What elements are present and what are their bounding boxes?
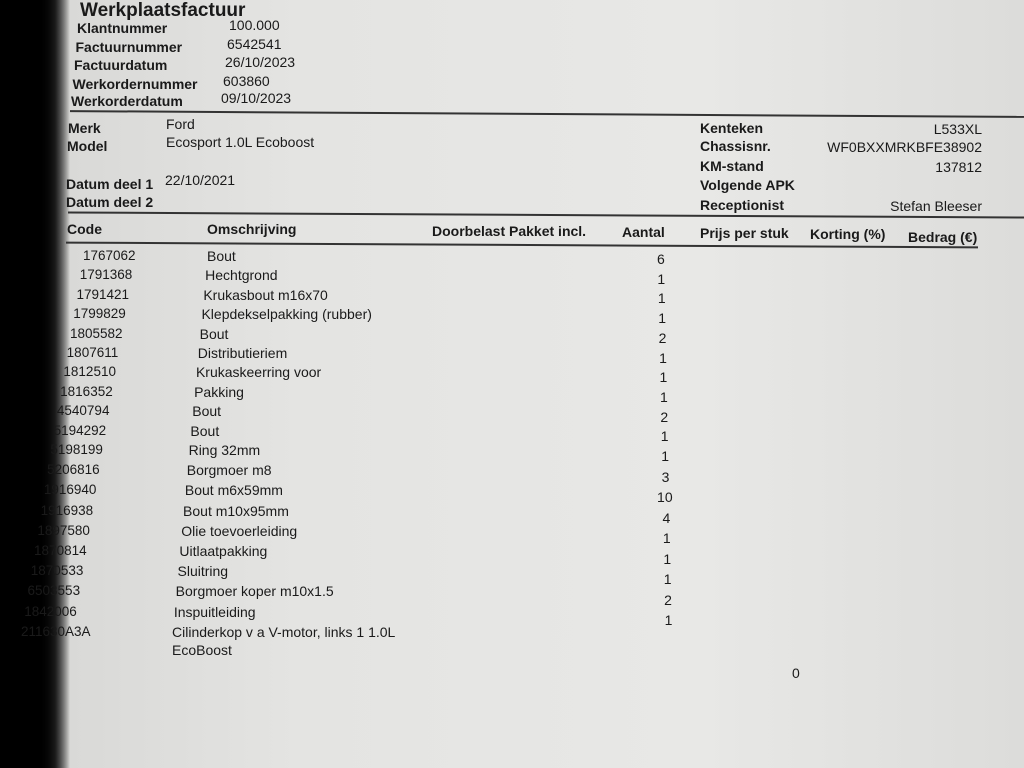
item-quantity: 2	[664, 591, 672, 608]
column-header: Omschrijving	[207, 221, 297, 237]
column-header: Korting (%)	[810, 226, 886, 242]
column-header: Prijs per stuk	[700, 225, 789, 241]
item-quantity: 6	[657, 251, 665, 267]
item-description: Olie toevoerleiding	[181, 522, 298, 539]
item-code: 1799829	[73, 306, 126, 322]
item-description: Distributieriem	[197, 345, 288, 361]
item-quantity: 2	[660, 408, 669, 425]
item-code: 1791368	[79, 267, 133, 283]
item-code: 1870533	[30, 563, 84, 579]
invoice-field-label: Factuurnummer	[75, 39, 183, 55]
vehicle-field-label: Merk	[68, 120, 101, 136]
item-description: Bout	[192, 403, 222, 420]
invoice-field-label: Klantnummer	[77, 20, 168, 36]
item-description-cont: EcoBoost	[172, 641, 232, 658]
item-description: Borgmoer koper m10x1.5	[175, 583, 334, 600]
item-code: 1916940	[43, 482, 97, 498]
vehicle-field-label: Datum deel 2	[66, 194, 154, 210]
item-code: 5194292	[53, 422, 107, 438]
item-code: 1842006	[24, 603, 77, 619]
item-description: Hechtgrond	[205, 267, 278, 284]
invoice-field-value: 6542541	[227, 36, 282, 52]
vehicle-field-value: WF0BXXMRKBFE38902	[827, 139, 982, 155]
invoice-field-value: 603860	[223, 73, 270, 89]
trailing-total: 0	[792, 665, 800, 681]
item-quantity: 1	[659, 389, 668, 405]
vehicle-field-label: Model	[67, 138, 108, 154]
item-description: Sluitring	[177, 563, 229, 580]
item-code: 1897580	[37, 522, 90, 538]
item-quantity: 1	[663, 550, 672, 567]
vehicle-field-label: Receptionist	[700, 197, 785, 213]
vehicle-field-label: Datum deel 1	[66, 176, 154, 192]
item-quantity: 3	[661, 468, 670, 485]
item-description: Bout m10x95mm	[183, 502, 289, 519]
item-code: 1870814	[34, 543, 87, 558]
vehicle-field-value: L533XL	[933, 121, 982, 137]
item-quantity: 1	[662, 530, 671, 547]
item-quantity: 1	[663, 571, 672, 588]
invoice-field-value: 09/10/2023	[221, 90, 292, 106]
document-title: Werkplaatsfactuur	[80, 0, 246, 21]
column-header: Doorbelast Pakket incl.	[432, 223, 587, 239]
item-description: Bout	[190, 422, 220, 439]
vehicle-field-label: KM-stand	[700, 158, 764, 174]
item-quantity: 4	[662, 509, 671, 526]
invoice-field-value: 26/10/2023	[225, 54, 296, 70]
vehicle-field-label: Kenteken	[700, 120, 764, 136]
item-description: Bout	[199, 325, 229, 342]
vehicle-field-value: 22/10/2021	[165, 172, 236, 188]
column-header: Bedrag (€)	[908, 229, 978, 245]
item-code: 1805582	[69, 325, 123, 341]
vehicle-field-label: Volgende APK	[700, 177, 795, 193]
vehicle-field-value: Ecosport 1.0L Ecoboost	[166, 134, 315, 150]
item-quantity: 1	[657, 290, 666, 307]
item-code: 5206816	[47, 462, 100, 478]
item-quantity: 1	[657, 270, 666, 287]
vehicle-field-value: 137812	[935, 159, 982, 175]
item-description: Cilinderkop v a V-motor, links 1 1.0L	[172, 623, 396, 640]
item-description: Krukaskeerring voor	[195, 364, 322, 381]
item-code: 5198199	[50, 442, 103, 457]
item-code: 1791421	[76, 286, 130, 302]
invoice-field-value: 100.000	[229, 17, 280, 33]
item-code: 211630A3A	[21, 623, 91, 639]
divider	[70, 110, 1024, 118]
divider	[68, 211, 1024, 219]
vehicle-field-value: Stefan Bleeser	[890, 198, 982, 214]
invoice-field-label: Factuurdatum	[74, 57, 168, 73]
invoice-field-label: Werkorderdatum	[71, 93, 183, 109]
photo-edge-shadow	[0, 0, 70, 768]
item-description: Bout m6x59mm	[184, 482, 283, 499]
item-code: 1916938	[40, 502, 94, 518]
item-quantity: 1	[661, 448, 669, 465]
item-code: 6503553	[27, 583, 81, 599]
item-quantity: 1	[664, 612, 673, 629]
item-code: 1816352	[60, 383, 113, 399]
column-header: Aantal	[622, 224, 665, 240]
item-description: Krukasbout m16x70	[203, 286, 328, 303]
item-code: 1767062	[83, 248, 136, 263]
item-quantity: 10	[657, 489, 673, 506]
item-code: 1807611	[66, 345, 119, 360]
item-quantity: 1	[659, 349, 667, 366]
item-description: Pakking	[194, 383, 244, 400]
item-quantity: 1	[659, 369, 668, 386]
vehicle-field-label: Chassisnr.	[700, 138, 771, 154]
item-description: Klepdekselpakking (rubber)	[201, 306, 372, 323]
column-header: Code	[67, 221, 102, 237]
vehicle-field-value: Ford	[166, 116, 195, 132]
item-description: Borgmoer m8	[186, 462, 272, 479]
item-code: 1812510	[63, 364, 116, 380]
item-quantity: 2	[658, 329, 667, 346]
item-description: Ring 32mm	[188, 442, 261, 458]
invoice-field-label: Werkordernummer	[72, 76, 198, 92]
item-description: Bout	[207, 248, 236, 264]
item-quantity: 1	[658, 310, 667, 327]
item-code: 4540794	[56, 403, 110, 419]
item-quantity: 1	[660, 428, 669, 445]
item-description: Uitlaatpakking	[179, 543, 268, 559]
divider	[66, 241, 978, 249]
item-description: Inspuitleiding	[173, 603, 256, 620]
